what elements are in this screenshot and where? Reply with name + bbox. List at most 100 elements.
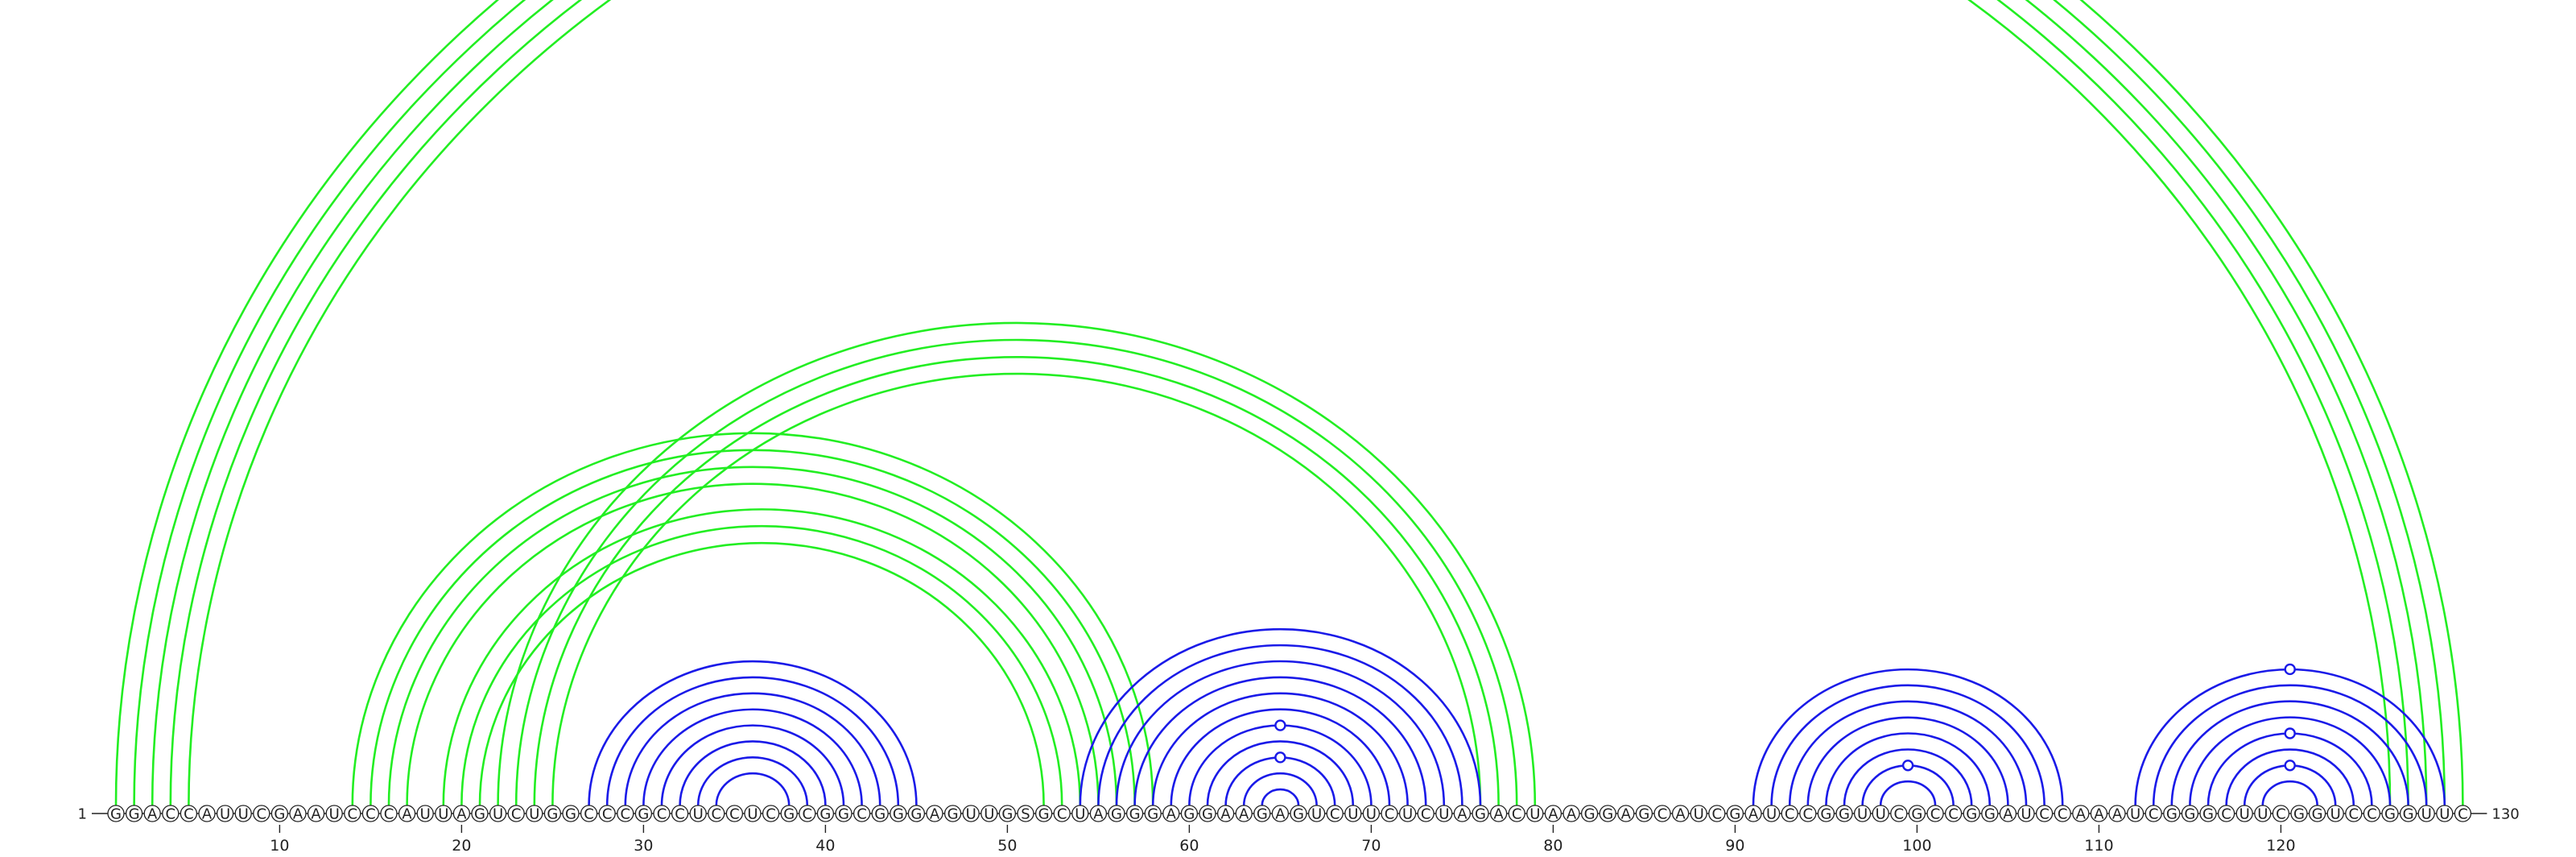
- nucleotide-129: U: [2436, 805, 2454, 823]
- nucleotide-11: A: [289, 805, 307, 823]
- arc-blue-93-106: [1788, 700, 2028, 806]
- nucleotide-circle: [344, 805, 361, 822]
- nucleotide-letter: U: [1348, 806, 1358, 823]
- nucleotide-56: G: [1108, 805, 1125, 823]
- nucleotide-letter: C: [2276, 806, 2286, 823]
- nucleotide-circle: [1671, 805, 1690, 822]
- nucleotide-letter: C: [1421, 806, 1431, 823]
- nucleotide-circle: [1398, 805, 1417, 822]
- nucleotide-circle: [2017, 805, 2035, 822]
- nucleotide-letter: U: [1439, 806, 1449, 823]
- nucleotide-circle: [598, 805, 616, 822]
- nucleotide-51: S: [1017, 805, 1034, 823]
- nucleotide-76: G: [1472, 805, 1489, 823]
- nucleotide-circle: [452, 805, 471, 822]
- nucleotide-circle: [1071, 805, 1089, 822]
- nucleotide-letter: A: [1748, 806, 1759, 823]
- nucleotide-letter: A: [1220, 806, 1231, 823]
- nucleotide-letter: G: [819, 806, 831, 823]
- nucleotide-circle: [1235, 805, 1253, 822]
- arc-blue-27-45: [588, 660, 918, 806]
- nucleotide-circle: [1144, 805, 1162, 822]
- nucleotide-70: U: [1362, 805, 1381, 823]
- tick-70: 70: [1361, 825, 1381, 855]
- nucleotide-circle: [1690, 805, 1707, 822]
- nucleotide-letter: A: [1548, 806, 1558, 823]
- nucleotide-circle: [180, 805, 198, 822]
- nucleotide-77: A: [1489, 805, 1508, 823]
- nucleotide-circle: [1817, 805, 1835, 822]
- nucleotide-letter: A: [1457, 806, 1468, 823]
- nucleotide-letter: A: [1239, 806, 1249, 823]
- nucleotide-90: G: [1726, 805, 1744, 823]
- nucleotide-72: U: [1398, 805, 1417, 823]
- sequence-ends: 1 130: [78, 806, 2520, 823]
- arc-blue-95-104: [1825, 732, 1992, 806]
- nucleotide-circle: [780, 805, 798, 822]
- nucleotide-letter: A: [2003, 806, 2013, 823]
- nucleotide-84: A: [1617, 805, 1635, 823]
- nucleotide-37: C: [762, 805, 780, 823]
- nucleotide-circle: [1617, 805, 1635, 822]
- nucleotide-circle: [435, 805, 452, 822]
- nucleotide-circle: [871, 805, 889, 822]
- arc-blue-119-122: [2261, 780, 2318, 806]
- nucleotide-letter: U: [238, 806, 249, 823]
- nucleotide-61: G: [1199, 805, 1216, 823]
- nucleotide-circle: [890, 805, 907, 822]
- tick-10: 10: [270, 825, 289, 855]
- nucleotide-letter: A: [1493, 806, 1504, 823]
- nucleotide-circle: [1926, 805, 1944, 822]
- nucleotide-127: G: [2399, 805, 2417, 823]
- nucleotide-circle: [2308, 805, 2326, 822]
- nucleotide-circle: [2181, 805, 2199, 822]
- arc-blue-60-70: [1188, 724, 1373, 806]
- nucleotide-24: U: [526, 805, 543, 823]
- nucleotide-circle: [2108, 805, 2126, 822]
- nucleotide-letter: A: [402, 806, 412, 823]
- marker-112-129: [2284, 663, 2296, 676]
- tick-80: 80: [1543, 825, 1563, 855]
- nucleotide-letter: G: [474, 806, 485, 823]
- nucleotide-112: U: [2126, 805, 2145, 823]
- position-ticks: 10 20 30 40 50 60 70 80 90 100 110 120: [270, 825, 2296, 855]
- nucleotide-circle: [1290, 805, 1307, 822]
- nucleotide-111: A: [2108, 805, 2126, 823]
- nucleotide-107: C: [2035, 805, 2054, 823]
- nucleotide-letter: G: [1984, 806, 1996, 823]
- nucleotide-73: C: [1417, 805, 1435, 823]
- nucleotide-circle: [1271, 805, 1290, 822]
- nucleotide-letter: C: [729, 806, 740, 823]
- nucleotide-letter: U: [966, 806, 976, 823]
- nucleotide-83: G: [1599, 805, 1616, 823]
- nucleotide-letter: C: [1385, 806, 1395, 823]
- nucleotide-circle: [634, 805, 653, 822]
- nucleotide-13: U: [325, 805, 343, 823]
- nucleotide-circle: [1489, 805, 1508, 822]
- nucleotide-4: C: [162, 805, 180, 823]
- nucleotide-circle: [689, 805, 707, 822]
- nucleotide-letter: G: [1729, 806, 1740, 823]
- arc-green-16-56: [387, 466, 1118, 806]
- nucleotide-letter: A: [147, 806, 158, 823]
- nucleotide-letter: A: [1567, 806, 1577, 823]
- nucleotide-circle: [2254, 805, 2272, 822]
- nucleotide-letter: G: [2184, 806, 2195, 823]
- arc-blue-31-41: [660, 724, 845, 806]
- tick-label: 30: [634, 837, 653, 855]
- nucleotide-letter: C: [2221, 806, 2231, 823]
- nucleotide-letter: G: [874, 806, 886, 823]
- arc-green-25-76: [551, 372, 1482, 806]
- nucleotide-circle: [162, 805, 180, 822]
- arc-green-4-127: [169, 0, 2409, 806]
- nucleotide-113: C: [2145, 805, 2162, 823]
- nucleotide-circle: [2454, 805, 2472, 822]
- nucleotide-letter: A: [930, 806, 940, 823]
- nucleotide-letter: C: [1930, 806, 1941, 823]
- nucleotide-circle: [725, 805, 744, 822]
- nucleotide-letter: C: [184, 806, 194, 823]
- nucleotide-letter: A: [2094, 806, 2104, 823]
- nucleotide-letter: U: [747, 806, 758, 823]
- nucleotide-79: U: [1526, 805, 1544, 823]
